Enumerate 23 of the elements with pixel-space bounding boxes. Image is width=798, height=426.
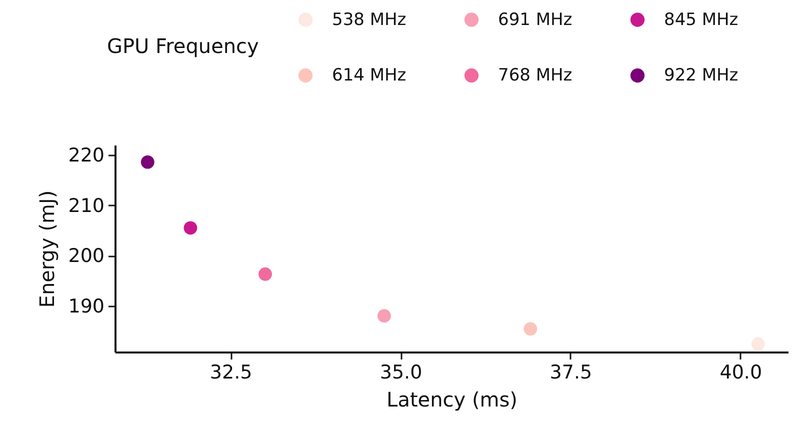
legend-label: 691 MHz <box>498 10 572 30</box>
y-tick-label: 200 <box>68 245 104 268</box>
point <box>377 309 391 323</box>
x-tick-label: 35.0 <box>380 362 422 384</box>
legend-label: 614 MHz <box>332 66 406 86</box>
y-tick-label: 210 <box>68 194 104 217</box>
legend-label: 845 MHz <box>664 10 738 30</box>
y-tick-label: 220 <box>68 144 104 167</box>
x-tick-label: 37.5 <box>550 362 592 384</box>
legend-title: GPU Frequency <box>107 34 260 58</box>
x-tick-label: 40.0 <box>720 362 762 384</box>
point <box>140 155 154 169</box>
legend-label: 538 MHz <box>332 10 406 30</box>
point <box>751 337 765 351</box>
point <box>258 267 272 281</box>
legend-label: 922 MHz <box>664 66 738 86</box>
point <box>184 221 198 235</box>
point <box>524 322 538 336</box>
x-axis-title: Latency (ms) <box>386 388 518 412</box>
legend-label: 768 MHz <box>498 66 572 86</box>
y-tick-label: 190 <box>68 295 104 318</box>
x-tick-label: 32.5 <box>210 362 252 384</box>
y-axis-title: Energy (mJ) <box>35 190 60 308</box>
